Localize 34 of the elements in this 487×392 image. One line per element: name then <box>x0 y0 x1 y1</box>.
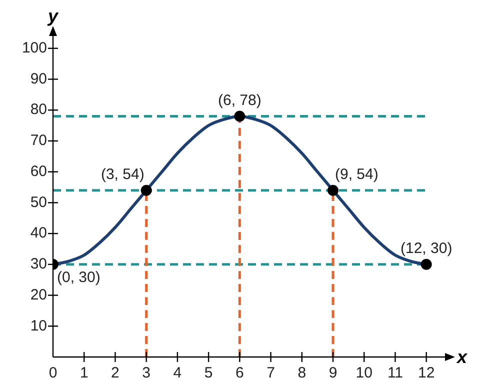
y-tick-label: 100 <box>22 39 47 56</box>
point <box>140 184 152 196</box>
y-tick-label: 70 <box>30 132 47 150</box>
y-tick-label: 20 <box>30 286 47 304</box>
x-tick-label: 2 <box>111 364 120 382</box>
data-label: (0, 30) <box>57 269 100 286</box>
data-label: (9, 54) <box>335 166 378 183</box>
y-tick-label: 50 <box>30 194 47 211</box>
x-tick-label: 4 <box>173 364 182 382</box>
x-tick-label: 0 <box>48 364 58 382</box>
point <box>328 184 338 196</box>
data-label: (12, 30) <box>400 240 452 258</box>
y-tick-label: 80 <box>30 101 47 118</box>
x-tick-label: 5 <box>204 364 213 382</box>
x-tick-label: 6 <box>235 364 244 382</box>
y-tick-label: 10 <box>30 317 47 334</box>
x-tick-label: 8 <box>298 364 306 382</box>
x-tick-label: 7 <box>266 364 275 382</box>
y-axis-title: y <box>46 6 59 26</box>
y-tick-label: 30 <box>30 256 47 273</box>
x-tick-label: 10 <box>356 364 372 382</box>
y-tick-label: 60 <box>30 162 47 180</box>
x-tick-label: 12 <box>418 364 435 382</box>
x-tick-label: 1 <box>80 364 88 382</box>
y-tick-label: 40 <box>30 224 47 242</box>
x-tick-label: 9 <box>328 364 338 382</box>
data-label: (6, 78) <box>218 92 262 109</box>
x-tick-label: 11 <box>387 364 404 382</box>
point <box>234 110 246 122</box>
data-label: (3, 54) <box>100 166 144 183</box>
x-axis-title: x <box>456 346 468 367</box>
x-tick-label: 3 <box>142 364 151 382</box>
point <box>420 258 432 270</box>
y-tick-label: 90 <box>30 70 47 88</box>
